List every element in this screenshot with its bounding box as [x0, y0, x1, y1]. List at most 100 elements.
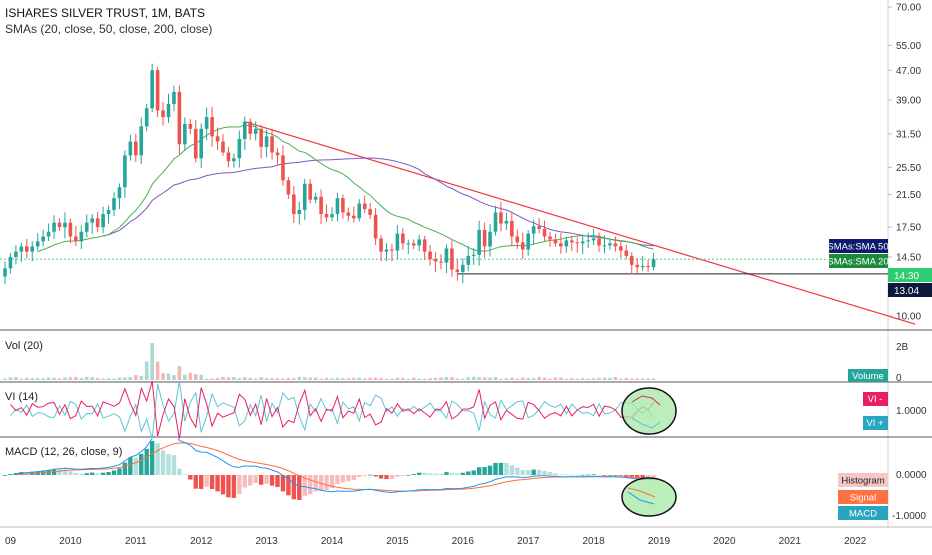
- macd-hist-bar: [498, 462, 504, 475]
- candle-body: [330, 214, 334, 218]
- candle-body: [308, 183, 312, 200]
- candle-body: [482, 229, 487, 247]
- macd-hist-bar: [536, 469, 542, 475]
- volume-bar: [25, 377, 29, 380]
- volume-bar: [564, 378, 569, 380]
- time-tick-2019: 2019: [648, 536, 671, 547]
- volume-bar: [482, 377, 487, 380]
- volume-bar: [297, 376, 302, 380]
- volume-bar: [324, 377, 329, 380]
- volume-bar: [215, 378, 220, 380]
- volume-bar: [57, 378, 62, 380]
- candle-body: [57, 222, 62, 228]
- volume-bar: [188, 372, 193, 380]
- macd-hist-bar: [220, 475, 226, 495]
- macd-hist-bar: [149, 441, 155, 475]
- macd-hist-bar: [62, 469, 68, 475]
- macd-hist-bar: [209, 475, 215, 490]
- candle-body: [199, 128, 203, 159]
- candle-body: [243, 121, 247, 139]
- macd-hist-bar: [68, 471, 73, 475]
- candle-body: [640, 266, 645, 268]
- volume-bar: [341, 378, 345, 380]
- macd-hist-bar: [128, 457, 133, 475]
- candle-body: [477, 229, 481, 255]
- macd-hist-bar: [455, 473, 460, 475]
- resistance-trendline: [244, 121, 916, 325]
- volume-bar: [586, 378, 590, 380]
- macd-hist-bar: [171, 455, 177, 475]
- tag-macd-box: [838, 506, 888, 520]
- candle-body: [580, 241, 585, 244]
- macd-hist-bar: [335, 475, 340, 485]
- macd-hist-bar: [226, 475, 231, 498]
- candle-body: [466, 255, 471, 265]
- volume-bar: [123, 377, 127, 380]
- macd-hist-bar: [313, 475, 318, 492]
- volume-bar: [444, 376, 449, 380]
- volume-bar: [417, 378, 421, 380]
- macd-hist-bar: [237, 475, 242, 495]
- macd-hist-bar: [90, 472, 95, 475]
- tag-macd-box: [838, 490, 888, 504]
- tag-sma50-text: SMAs:SMA 50: [827, 242, 888, 253]
- candle-body: [226, 152, 231, 162]
- macd-signal-line: [15, 442, 654, 492]
- candle-body: [357, 203, 362, 219]
- macd-hist-bar: [651, 475, 656, 478]
- macd-hist-bar: [139, 453, 144, 475]
- volume-bar: [183, 374, 187, 380]
- volume-bar: [515, 378, 520, 380]
- volume-bar: [63, 377, 67, 380]
- macd-hist-bar: [117, 468, 122, 475]
- tag-macd-text: Signal: [850, 493, 876, 504]
- macd-hist-bar: [602, 475, 607, 476]
- vi-pane-title: VI (14): [5, 391, 39, 403]
- price-tick-label: 17.50: [896, 223, 921, 234]
- volume-bar: [79, 378, 84, 380]
- volume-bar: [455, 378, 460, 380]
- macd-hist-bar: [526, 470, 531, 475]
- volume-pane-title: Vol (20): [5, 340, 43, 352]
- price-tick-label: 55.00: [896, 41, 921, 52]
- tag-support: 13.04: [888, 283, 932, 297]
- candle-body: [14, 251, 18, 257]
- volume-bar: [401, 377, 405, 380]
- volume-bar: [640, 378, 645, 380]
- volume-bar: [101, 378, 105, 380]
- candle-body: [259, 128, 263, 147]
- candle-body: [499, 212, 503, 224]
- volume-bar: [237, 377, 242, 380]
- macd-hist-bar: [444, 472, 449, 475]
- macd-hist-bar: [607, 474, 613, 476]
- candle-body: [553, 239, 558, 244]
- chart-frame: [0, 0, 932, 528]
- macd-hist-bar: [248, 475, 253, 486]
- candle-body: [319, 196, 323, 215]
- time-tick-2022: 2022: [844, 536, 867, 547]
- macd-hist-bar: [482, 467, 487, 475]
- macd-hist-bar: [275, 475, 280, 488]
- volume-bar: [264, 378, 269, 380]
- tag-macd-box: [838, 473, 888, 487]
- volume-bar: [379, 377, 383, 380]
- time-axis: 09 2010 2011 2012 2013 2014 2015 2016 2017 2018 20…: [5, 536, 867, 547]
- candle-body: [95, 218, 100, 228]
- volume-bar: [602, 377, 607, 380]
- macd-hist-bar: [144, 448, 149, 475]
- candle-body: [646, 266, 650, 268]
- macd-hist-bar: [177, 468, 182, 475]
- price-tick-label: 14.50: [896, 252, 921, 263]
- tag-volume-box: [848, 369, 888, 382]
- macd-hist-bar: [160, 450, 166, 475]
- volume-bar: [166, 373, 171, 380]
- macd-signal-highlight-segment: [627, 487, 656, 498]
- volume-bar: [150, 343, 154, 380]
- macd-hist-bar: [558, 474, 564, 476]
- volume-bar: [335, 377, 340, 380]
- candle-body: [221, 141, 225, 153]
- macd-hist-bar: [427, 473, 433, 475]
- macd-hist-bar: [624, 475, 629, 477]
